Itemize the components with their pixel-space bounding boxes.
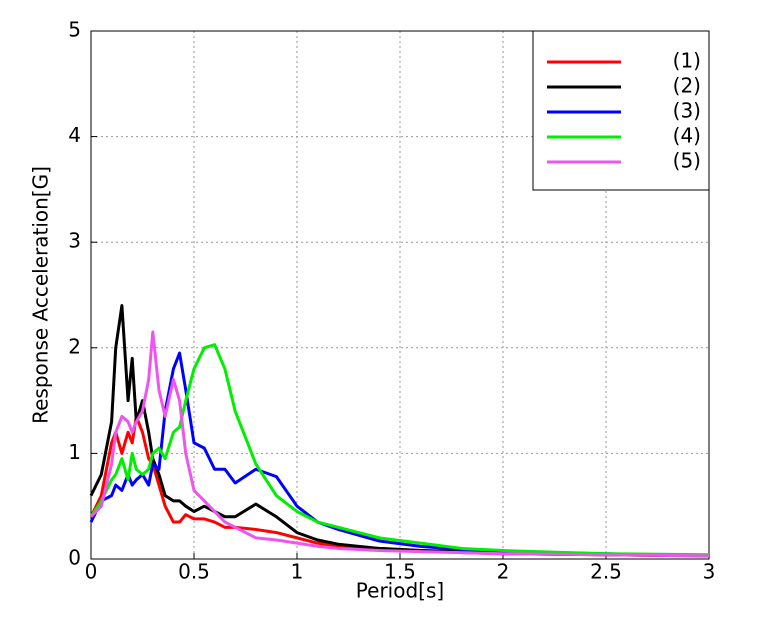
legend-label: (3): [673, 99, 701, 123]
x-tick-label: 0: [85, 560, 98, 584]
y-tick-label: 4: [68, 123, 81, 147]
x-tick-label: 0.5: [178, 560, 210, 584]
legend-label: (2): [673, 74, 701, 98]
x-tick-label: 2: [497, 560, 510, 584]
y-tick-label: 5: [68, 18, 81, 42]
plot-frame: [90, 30, 710, 560]
y-tick-label: 1: [68, 440, 81, 464]
x-axis-label: Period[s]: [356, 579, 444, 603]
legend-label: (1): [673, 49, 701, 73]
y-axis-label: Response Acceleration[G]: [29, 166, 53, 424]
y-tick-label: 0: [68, 546, 81, 570]
x-tick-label: 1: [291, 560, 304, 584]
x-tick-label: 1.5: [384, 560, 416, 584]
series-line: [89, 330, 710, 558]
series-line: [89, 304, 710, 558]
y-tick-label: 3: [68, 229, 81, 253]
legend-label: (5): [673, 149, 701, 173]
x-tick-label: 2.5: [590, 560, 622, 584]
series-line: [89, 343, 710, 557]
legend-label: (4): [673, 124, 701, 148]
series-line: [89, 351, 710, 558]
y-tick-label: 2: [68, 334, 81, 358]
x-tick-label: 3: [703, 560, 716, 584]
